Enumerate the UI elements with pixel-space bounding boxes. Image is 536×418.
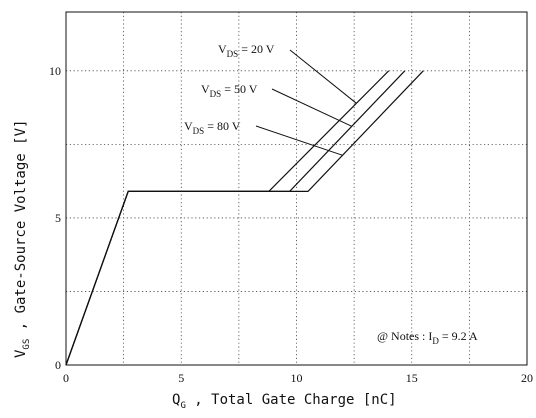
series-label-vds-50: VDS = 50 V — [201, 82, 258, 99]
x-tick-label: 0 — [63, 371, 69, 385]
test-condition-note: @ Notes : ID = 9.2 A — [377, 329, 478, 346]
series-labels: VDS = 20 V VDS = 50 V VDS = 80 V — [184, 42, 357, 156]
series-leader-vds-20 — [289, 49, 357, 104]
curve-layer — [65, 70, 424, 366]
series-label-vds-80: VDS = 80 V — [184, 119, 241, 136]
plot-frame — [65, 11, 528, 366]
tick-label-layer: 0 5 10 15 20 0 5 10 — [49, 64, 533, 385]
y-tick-label: 5 — [55, 211, 61, 225]
series-leader-vds-80 — [255, 125, 343, 156]
x-tick-label: 15 — [406, 371, 418, 385]
x-tick-label: 5 — [178, 371, 184, 385]
grid-layer — [66, 12, 527, 365]
y-axis-title: VGS , Gate-Source Voltage [V] — [13, 120, 32, 358]
series-label-vds-20: VDS = 20 V — [218, 42, 275, 59]
x-axis-title: QG , Total Gate Charge [nC] — [172, 392, 397, 411]
series-leader-vds-50 — [271, 88, 353, 127]
x-tick-label: 20 — [521, 371, 533, 385]
y-tick-label: 0 — [55, 358, 61, 372]
y-tick-label: 10 — [49, 64, 61, 78]
x-tick-label: 10 — [291, 371, 303, 385]
curve-vds-80 — [65, 70, 424, 366]
